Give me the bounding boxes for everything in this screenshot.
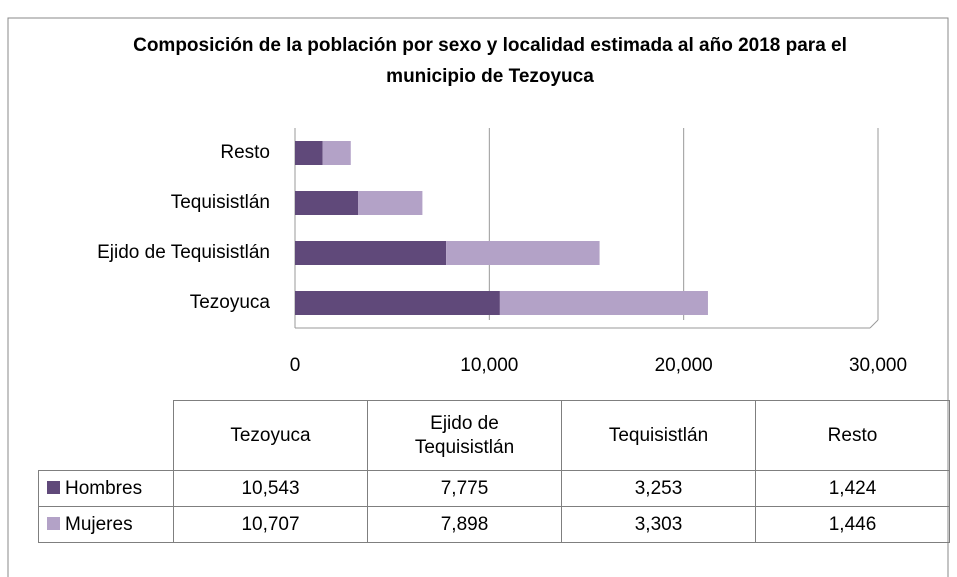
bar	[499, 291, 708, 315]
bar	[295, 191, 359, 215]
table-header-text: Resto	[827, 424, 878, 446]
y-tick-label: Resto	[220, 142, 270, 163]
table-header-cell: Resto	[755, 400, 950, 471]
legend-label: Mujeres	[65, 513, 133, 535]
legend-cell: Hombres	[38, 470, 174, 507]
chart-title: Composición de la población por sexo y l…	[133, 35, 847, 87]
table-value: 10,543	[173, 470, 368, 507]
table-value: 7,898	[367, 506, 562, 543]
y-tick-label: Tequisistlán	[171, 192, 270, 213]
table-value: 7,775	[367, 470, 562, 507]
bar	[322, 141, 351, 165]
x-tick-label: 20,000	[655, 355, 713, 376]
table-value: 10,707	[173, 506, 368, 543]
table-row: Hombres 10,543 7,775 3,253 1,424	[38, 470, 950, 507]
bar	[295, 291, 500, 315]
bar	[295, 241, 447, 265]
table-header-text: Tezoyuca	[230, 424, 311, 446]
table-value: 3,303	[561, 506, 756, 543]
y-tick-label: Tezoyuca	[190, 292, 271, 313]
y-tick-label: Ejido de Tequisistlán	[97, 242, 270, 263]
bar	[446, 241, 600, 265]
table-header-text: Ejido de Tequisistlán	[414, 412, 515, 458]
table-corner	[38, 400, 174, 471]
table-value: 1,446	[755, 506, 950, 543]
table-header-text: Tequisistlán	[608, 424, 709, 446]
chart-border	[7, 17, 949, 577]
table-header-cell: Tequisistlán	[561, 400, 756, 471]
legend-cell: Mujeres	[38, 506, 174, 543]
legend-label: Hombres	[65, 477, 143, 499]
table-row: Mujeres 10,707 7,898 3,303 1,446	[38, 506, 950, 543]
x-tick-label: 10,000	[460, 355, 518, 376]
bar	[295, 141, 323, 165]
legend-swatch	[47, 480, 60, 494]
floor-edge	[869, 319, 879, 329]
legend-swatch	[47, 516, 60, 530]
data-table: Tezoyuca Ejido de Tequisistlán Tequisistlá…	[38, 400, 950, 543]
bar	[358, 191, 423, 215]
x-tick-label: 30,000	[849, 355, 907, 376]
table-header-row: Tezoyuca Ejido de Tequisistlán Tequisistlá…	[38, 400, 950, 471]
table-header-cell: Tezoyuca	[173, 400, 368, 471]
table-value: 1,424	[755, 470, 950, 507]
table-value: 3,253	[561, 470, 756, 507]
x-tick-label: 0	[290, 355, 301, 376]
table-header-cell: Ejido de Tequisistlán	[367, 400, 562, 471]
